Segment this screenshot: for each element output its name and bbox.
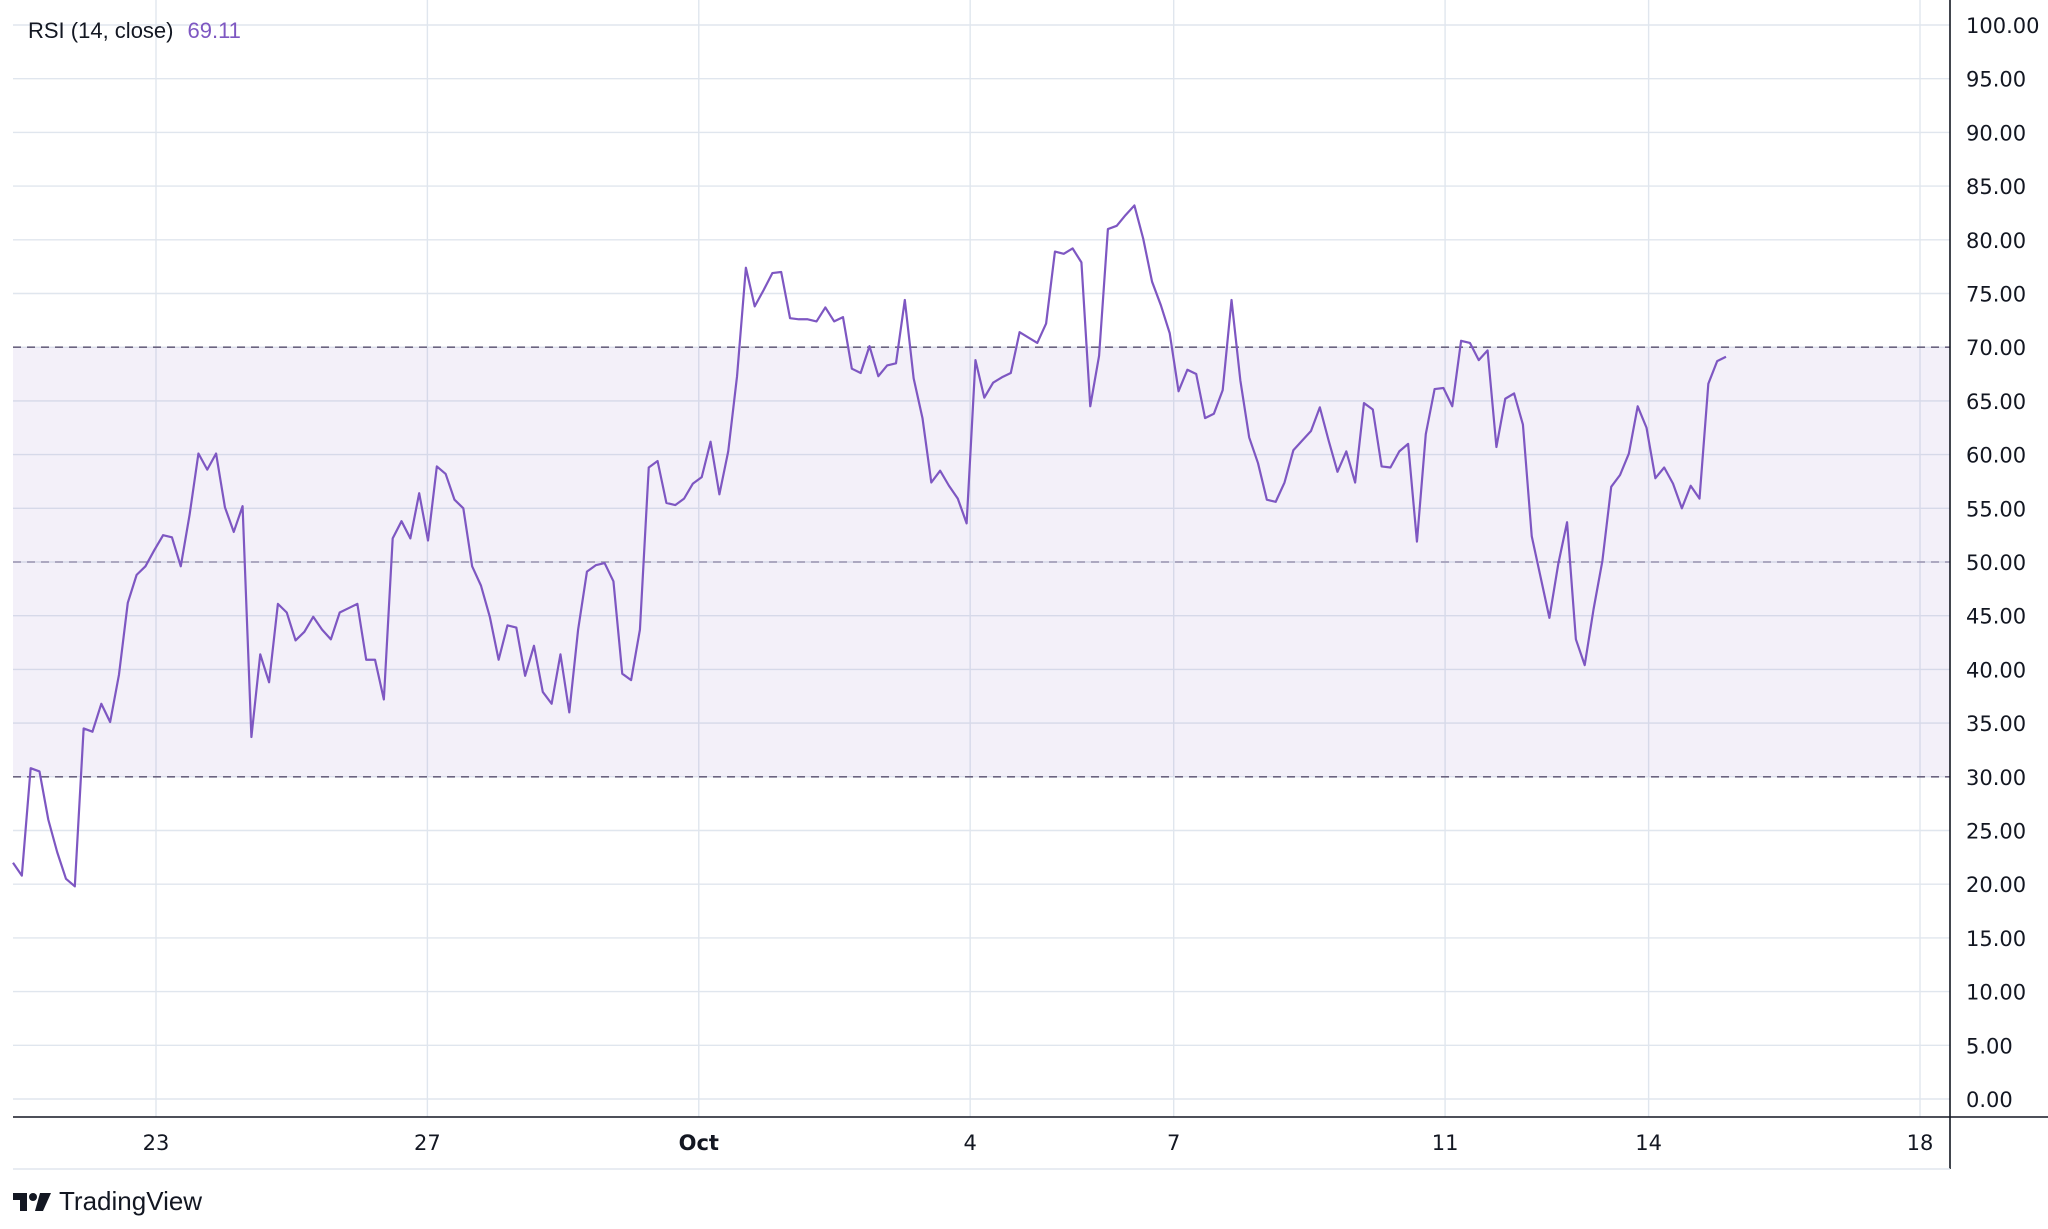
indicator-legend[interactable]: RSI (14, close) 69.11 [28, 18, 241, 44]
price-tick-label: 100.00 [1966, 14, 2039, 38]
time-tick-label: 4 [963, 1131, 976, 1155]
tradingview-brand[interactable]: TradingView [13, 1186, 202, 1217]
reference-lines [13, 346, 1950, 778]
time-tick-label: Oct [679, 1131, 719, 1155]
time-tick-label: 14 [1635, 1131, 1662, 1155]
price-tick-label: 40.00 [1966, 658, 2026, 682]
time-tick-label: 11 [1432, 1131, 1459, 1155]
price-tick-label: 25.00 [1966, 820, 2026, 844]
price-tick-label: 45.00 [1966, 605, 2026, 629]
brand-name: TradingView [59, 1186, 203, 1216]
price-tick-label: 30.00 [1966, 766, 2026, 790]
price-tick-label: 95.00 [1966, 68, 2026, 92]
price-tick-label: 85.00 [1966, 175, 2026, 199]
price-tick-label: 10.00 [1966, 981, 2026, 1005]
price-tick-label: 75.00 [1966, 283, 2026, 307]
price-tick-label: 70.00 [1966, 336, 2026, 360]
price-tick-label: 20.00 [1966, 873, 2026, 897]
time-tick-label: 7 [1167, 1131, 1180, 1155]
time-tick-label: 18 [1907, 1131, 1934, 1155]
indicator-value: 69.11 [187, 18, 241, 43]
price-tick-label: 50.00 [1966, 551, 2026, 575]
price-tick-label: 35.00 [1966, 712, 2026, 736]
indicator-name: RSI (14, close) [28, 18, 174, 43]
time-tick-label: 23 [143, 1131, 170, 1155]
price-axis-labels[interactable]: 100.00 95.00 90.00 85.00 80.00 75.00 70.00 65.0… [1966, 14, 2039, 1112]
price-tick-label: 90.00 [1966, 121, 2026, 145]
rsi-series-line [12, 204, 1727, 888]
time-tick-label: 27 [414, 1131, 441, 1155]
time-axis-labels[interactable]: 23 27 Oct 4 7 11 14 18 [143, 1131, 1934, 1155]
price-tick-label: 80.00 [1966, 229, 2026, 253]
price-tick-label: 60.00 [1966, 444, 2026, 468]
price-tick-label: 55.00 [1966, 497, 2026, 521]
tradingview-logo-icon [13, 1192, 51, 1211]
price-tick-label: 5.00 [1966, 1034, 2013, 1058]
price-tick-label: 0.00 [1966, 1088, 2013, 1112]
price-tick-label: 65.00 [1966, 390, 2026, 414]
price-tick-label: 15.00 [1966, 927, 2026, 951]
